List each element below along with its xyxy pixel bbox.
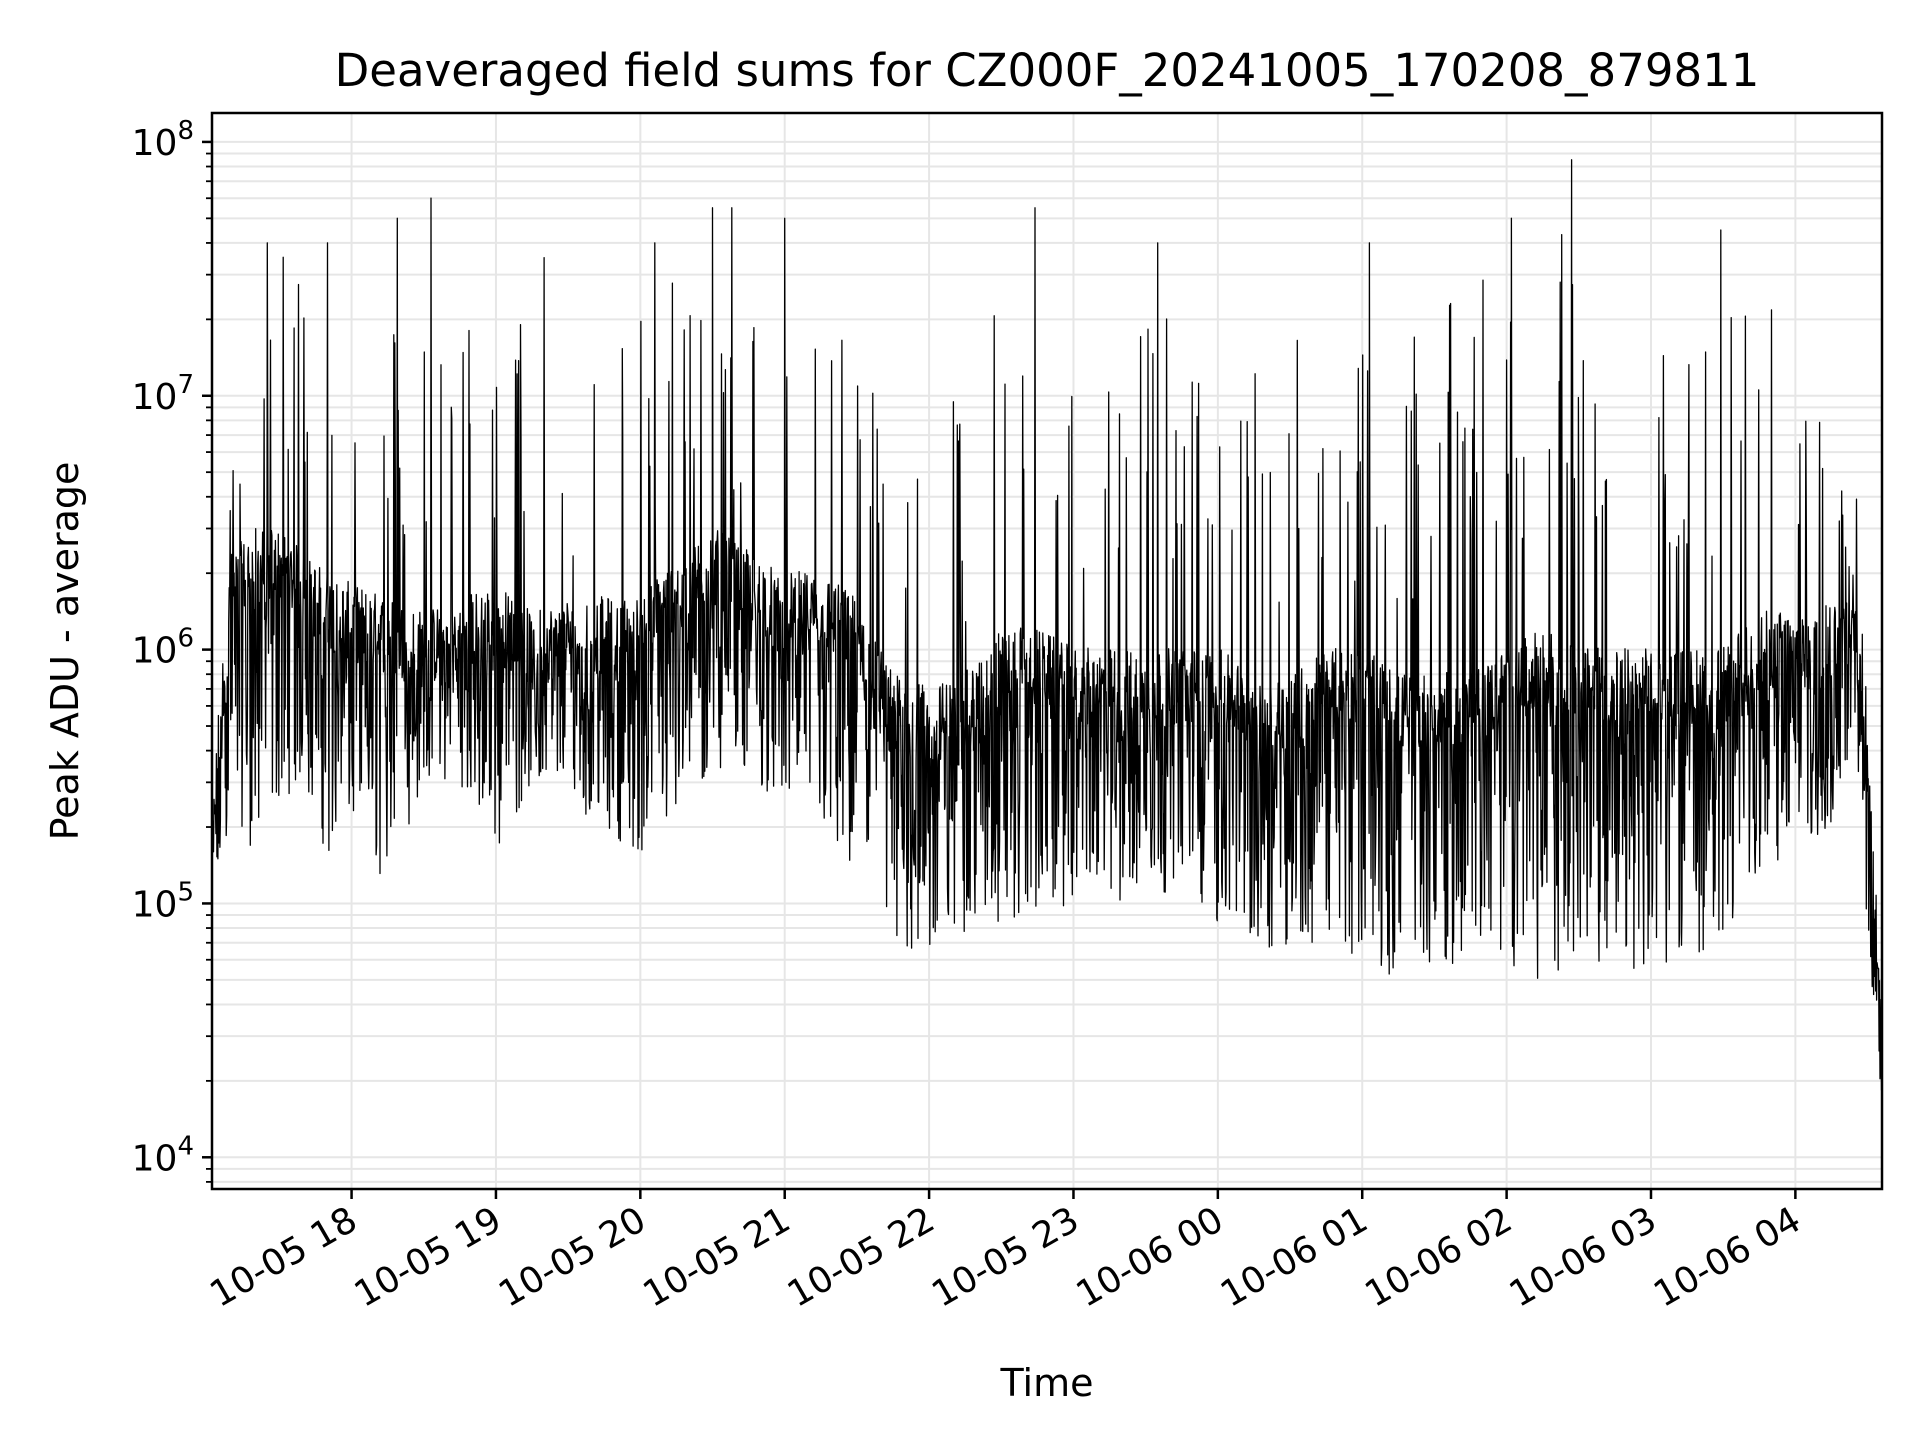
y-tick-label: 106 (132, 624, 194, 672)
y-tick-label: 104 (132, 1131, 194, 1179)
x-tick-label: 10-05 21 (637, 1199, 798, 1315)
series-line (211, 159, 1883, 1091)
x-tick-label: 10-06 03 (1503, 1199, 1664, 1315)
x-tick-label: 10-05 22 (781, 1199, 942, 1315)
x-tick-label: 10-06 04 (1647, 1199, 1808, 1315)
y-axis-label: Peak ADU - average (43, 462, 87, 841)
x-tick-label: 10-05 19 (348, 1199, 509, 1315)
x-tick-label: 10-06 01 (1214, 1199, 1375, 1315)
x-tick-label: 10-06 00 (1070, 1199, 1231, 1315)
x-tick-label: 10-05 23 (925, 1199, 1086, 1315)
x-tick-label: 10-06 02 (1358, 1199, 1519, 1315)
x-axis-label: Time (1000, 1361, 1094, 1405)
y-tick-label: 108 (132, 116, 194, 164)
y-tick-label: 105 (132, 877, 194, 925)
x-tick-label: 10-05 18 (203, 1199, 364, 1315)
chart-title: Deaveraged field sums for CZ000F_2024100… (335, 44, 1760, 97)
series-path (211, 159, 1883, 1091)
x-tick-label: 10-05 20 (492, 1199, 653, 1315)
plot-frame (210, 111, 1884, 1191)
y-tick-label: 107 (132, 370, 194, 418)
